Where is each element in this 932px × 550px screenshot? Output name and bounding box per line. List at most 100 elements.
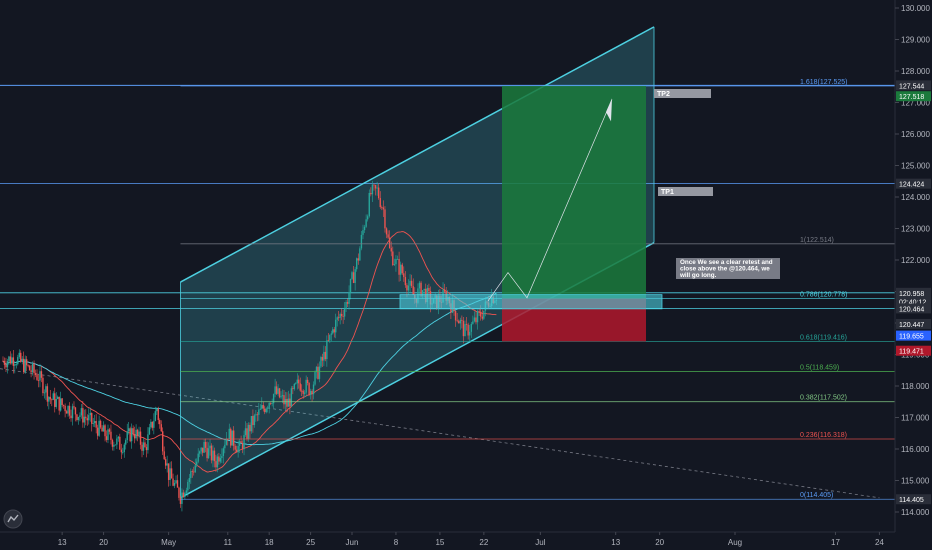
candle-body xyxy=(120,449,123,453)
price-badge-label: 114.405 xyxy=(899,497,924,504)
fib-level-label: 0.618(119.416) xyxy=(800,334,847,341)
candle-body xyxy=(388,237,391,249)
candle-body xyxy=(332,329,334,334)
price-badge-label: 127.544 xyxy=(899,83,924,90)
candle-body xyxy=(74,407,77,415)
candle-body xyxy=(54,393,56,407)
candle-body xyxy=(194,465,196,473)
candle-body xyxy=(34,373,37,376)
candle-body xyxy=(305,379,307,393)
trade-note-line: Once We see a clear retest and xyxy=(680,259,773,266)
candle-body xyxy=(76,414,78,421)
candle-body xyxy=(458,321,460,324)
candle-body xyxy=(58,396,60,411)
candle-body xyxy=(240,441,242,443)
candle-body xyxy=(232,430,235,446)
candle-body xyxy=(201,447,204,453)
candle-body xyxy=(127,428,130,432)
x-tick-label: May xyxy=(161,538,176,547)
candle-body xyxy=(228,428,230,440)
candle-body xyxy=(381,207,383,208)
x-tick-label: 8 xyxy=(394,538,399,547)
candle-body xyxy=(107,429,109,440)
candle-body xyxy=(395,259,397,265)
candle-body xyxy=(61,398,63,406)
candle-body xyxy=(261,405,263,409)
candle-body xyxy=(49,396,52,400)
candle-body xyxy=(373,184,375,186)
candle-body xyxy=(265,408,267,413)
candle-body xyxy=(213,450,216,462)
tp2-label-box[interactable] xyxy=(654,89,711,98)
descending-trendline[interactable] xyxy=(0,368,880,499)
candle-body xyxy=(132,428,134,434)
candle-body xyxy=(172,478,174,486)
candle-body xyxy=(70,415,72,419)
candle-body xyxy=(150,421,152,428)
y-tick-label: 127.000 xyxy=(901,99,930,108)
candle-body xyxy=(362,230,364,235)
chart-logo-icon[interactable] xyxy=(3,509,23,529)
candle-body xyxy=(280,396,282,398)
drawing-tools: TP2 TP1 Once We see a clear retest and clos… xyxy=(399,85,780,342)
candle-body xyxy=(142,442,145,451)
candle-body xyxy=(409,280,411,286)
candle-body xyxy=(295,383,297,384)
retest-zone-box[interactable] xyxy=(399,294,663,310)
projection-path[interactable] xyxy=(487,99,613,302)
candle-body xyxy=(96,427,99,436)
candle-body xyxy=(101,427,103,432)
candle-body xyxy=(481,316,483,319)
candle-body xyxy=(385,228,388,235)
candle-body xyxy=(141,444,143,451)
candle-body xyxy=(207,448,210,459)
candle-body xyxy=(281,395,284,397)
candle-body xyxy=(153,420,155,428)
candle-body xyxy=(387,234,389,238)
fib-level-label: 1(122.514) xyxy=(800,237,834,244)
candle-body xyxy=(209,445,211,449)
candle-body xyxy=(91,412,93,424)
candle-body xyxy=(159,420,161,425)
moving-average-fast[interactable] xyxy=(2,231,497,473)
candle-body xyxy=(318,366,321,379)
candle-body xyxy=(327,340,330,342)
candle-body xyxy=(191,471,193,473)
candle-body xyxy=(382,207,385,210)
candle-body xyxy=(412,286,414,295)
candle-body xyxy=(162,431,164,452)
channel-upper-line[interactable] xyxy=(180,26,655,283)
candle-body xyxy=(77,416,80,421)
price-badge-label: 120.464 xyxy=(899,306,924,313)
candle-body xyxy=(184,492,186,498)
moving-average-slow[interactable] xyxy=(2,292,497,446)
candle-body xyxy=(64,405,66,412)
price-badge xyxy=(896,345,931,356)
candle-body xyxy=(43,392,46,394)
candle-body xyxy=(206,447,208,459)
candle-body xyxy=(136,429,139,436)
candle-body xyxy=(340,313,343,316)
candle-body xyxy=(18,352,20,358)
candle-body xyxy=(3,360,6,365)
price-badge xyxy=(896,91,931,102)
y-tick-label: 115.000 xyxy=(901,477,930,486)
candle-body xyxy=(88,415,90,421)
candle-body xyxy=(23,358,25,373)
trade-note-box[interactable] xyxy=(676,258,780,279)
candle-body xyxy=(234,445,236,450)
y-tick-label: 130.000 xyxy=(901,4,930,13)
candle-body xyxy=(167,463,170,480)
candle-body xyxy=(255,414,257,416)
candle-body xyxy=(345,301,347,309)
fib-level-label: 0.236(116.318) xyxy=(800,432,847,439)
candle-body xyxy=(231,430,233,446)
profit-zone[interactable] xyxy=(502,85,646,299)
y-tick-label: 118.000 xyxy=(901,382,930,391)
tp1-label-box[interactable] xyxy=(658,187,713,196)
candle-body xyxy=(241,442,244,450)
candle-body xyxy=(185,490,188,493)
candle-body xyxy=(52,393,54,400)
trade-note-text: Once We see a clear retest and close abov… xyxy=(679,259,773,279)
